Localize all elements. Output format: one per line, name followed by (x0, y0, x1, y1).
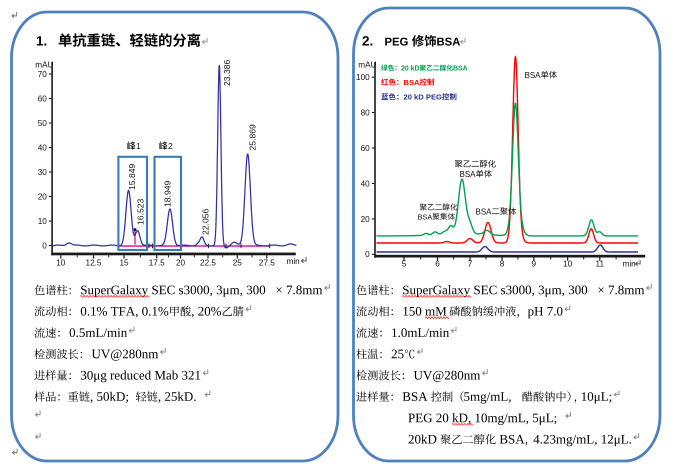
svg-text:mAU: mAU (35, 60, 53, 69)
svg-text:10: 10 (38, 217, 48, 226)
svg-text:BSA: BSA (404, 78, 421, 87)
svg-text:BSA: BSA (525, 71, 542, 80)
svg-text:22.056: 22.056 (201, 208, 211, 235)
svg-text:min: min (287, 257, 301, 266)
svg-text:20: 20 (176, 259, 186, 268)
svg-text:8: 8 (500, 259, 505, 268)
svg-text:20: 20 (38, 192, 48, 201)
svg-text:mAU: mAU (358, 60, 376, 69)
svg-text:BSA: BSA (476, 207, 493, 216)
svg-text:27.5: 27.5 (259, 259, 275, 268)
svg-text:1: 1 (136, 141, 141, 151)
svg-text:40: 40 (361, 179, 371, 188)
svg-text:9: 9 (532, 259, 537, 268)
svg-text:0: 0 (42, 241, 47, 250)
svg-text:0: 0 (365, 250, 370, 259)
svg-text:7: 7 (468, 259, 473, 268)
svg-text:30: 30 (38, 168, 48, 177)
svg-text:5: 5 (402, 259, 407, 268)
svg-text:15: 15 (119, 259, 129, 268)
svg-text:10: 10 (563, 259, 573, 268)
svg-text:22.5: 22.5 (200, 259, 216, 268)
svg-text:BSA: BSA (418, 212, 433, 221)
svg-text:25: 25 (233, 259, 243, 268)
svg-text:40: 40 (38, 143, 48, 152)
svg-text:20: 20 (361, 215, 371, 224)
svg-text:20 kD PEG: 20 kD PEG (404, 93, 443, 102)
svg-text:11: 11 (596, 259, 605, 268)
svg-text:20 kD: 20 kD (401, 65, 419, 72)
svg-text:10: 10 (56, 259, 66, 268)
svg-text:15.849: 15.849 (127, 163, 137, 190)
svg-text:100: 100 (356, 73, 370, 82)
svg-text:6: 6 (435, 259, 440, 268)
svg-text:12.5: 12.5 (86, 259, 102, 268)
svg-text:50: 50 (38, 119, 48, 128)
svg-text:18.949: 18.949 (162, 180, 172, 207)
svg-text:60: 60 (361, 144, 371, 153)
svg-text:60: 60 (38, 94, 48, 103)
svg-text:BSA: BSA (453, 65, 468, 72)
svg-text:70: 70 (38, 70, 48, 79)
svg-text:BSA: BSA (460, 170, 477, 179)
svg-text:min: min (623, 259, 637, 268)
svg-text:2: 2 (168, 141, 173, 151)
svg-text:17.5: 17.5 (149, 259, 165, 268)
svg-text:25.869: 25.869 (248, 124, 258, 151)
svg-text:80: 80 (361, 108, 371, 117)
svg-text:23.386: 23.386 (222, 59, 232, 86)
svg-text:16.523: 16.523 (136, 198, 146, 225)
